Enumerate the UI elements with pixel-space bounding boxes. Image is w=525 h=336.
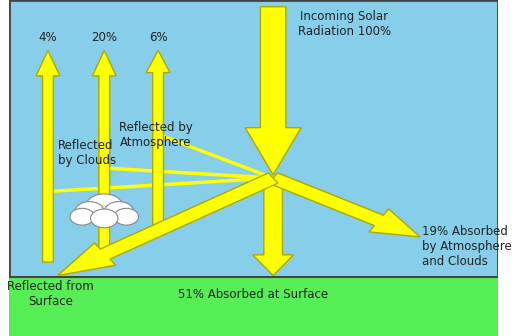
Polygon shape (146, 50, 170, 235)
Circle shape (70, 208, 94, 225)
Polygon shape (36, 50, 60, 262)
Text: Incoming Solar
Radiation 100%: Incoming Solar Radiation 100% (298, 10, 391, 38)
Text: 4%: 4% (39, 31, 57, 44)
Polygon shape (92, 50, 116, 262)
Polygon shape (58, 173, 278, 276)
Polygon shape (269, 173, 420, 237)
Text: Reflected from
Surface: Reflected from Surface (7, 280, 94, 308)
Text: 19% Absorbed
by Atmosphere
and Clouds: 19% Absorbed by Atmosphere and Clouds (423, 225, 512, 268)
Text: 6%: 6% (149, 31, 167, 44)
Polygon shape (253, 181, 293, 276)
Circle shape (104, 202, 134, 222)
Text: 20%: 20% (91, 31, 117, 44)
Text: Reflected
by Clouds: Reflected by Clouds (58, 139, 116, 167)
Circle shape (75, 202, 104, 222)
Text: Reflected by
Atmosphere: Reflected by Atmosphere (119, 121, 193, 149)
Circle shape (114, 208, 139, 225)
Polygon shape (245, 7, 301, 175)
Text: 51% Absorbed at Surface: 51% Absorbed at Surface (178, 288, 329, 300)
Circle shape (90, 209, 118, 228)
Bar (9, 277, 498, 336)
Circle shape (86, 194, 123, 219)
